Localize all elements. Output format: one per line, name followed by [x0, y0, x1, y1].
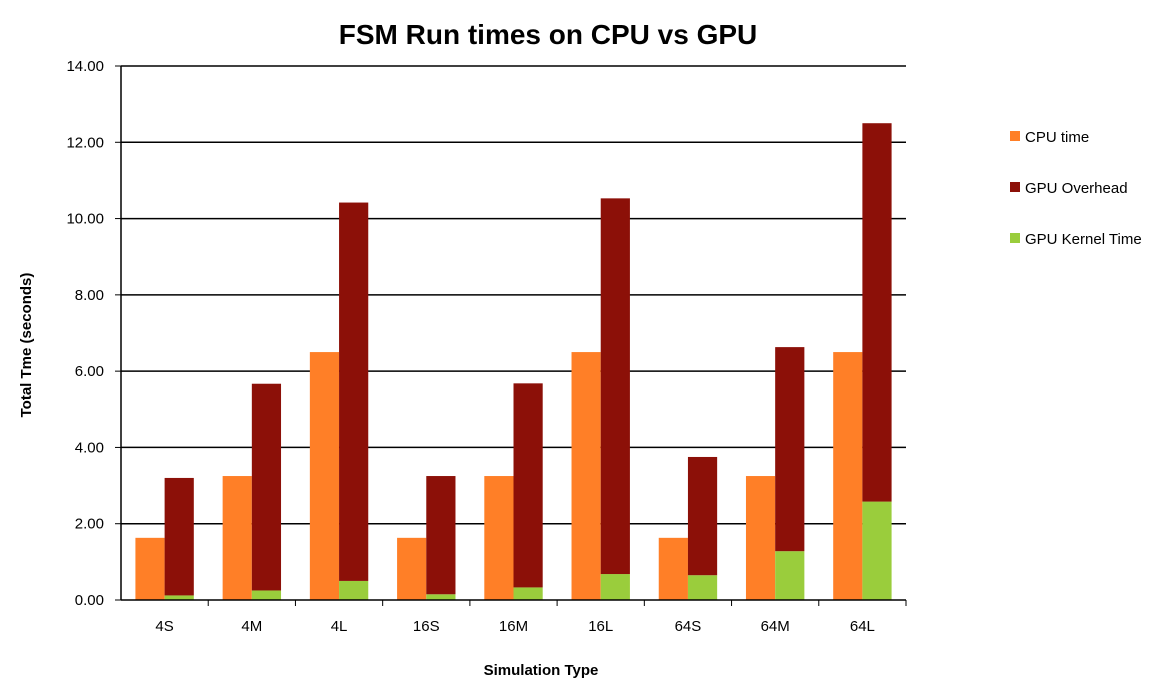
x-tick-label: 16M	[499, 618, 528, 635]
y-tick-label: 8.00	[75, 287, 104, 304]
x-tick-label: 64L	[850, 618, 875, 635]
x-axis-ticks: 4S 4M 4L 16S 16M 16L 64S 64M 64L	[155, 600, 907, 635]
x-tick-label: 16S	[413, 618, 440, 635]
y-axis-ticks: 0.00 2.00 4.00 6.00 8.00 10.00 12.00 14.00	[66, 58, 121, 609]
legend-swatch	[1010, 131, 1020, 141]
bar-gpu-overhead	[600, 198, 630, 575]
bar-gpu-overhead	[164, 477, 194, 596]
bar-cpu-time	[658, 537, 688, 600]
x-tick-label: 4L	[331, 618, 348, 635]
bar-cpu-time	[135, 537, 165, 600]
legend-swatch	[1010, 233, 1020, 243]
y-tick-label: 10.00	[66, 211, 104, 228]
bar-gpu-overhead	[862, 123, 892, 502]
bar-cpu-time	[833, 352, 863, 600]
x-tick-label: 4S	[155, 618, 173, 635]
bar-cpu-time	[745, 476, 776, 600]
y-tick-label: 6.00	[75, 363, 104, 380]
bar-cpu-time	[309, 352, 340, 600]
legend: CPU time GPU Overhead GPU Kernel Time	[1010, 129, 1142, 248]
bar-gpu-kernel-time	[426, 594, 456, 600]
bar-cpu-time	[571, 352, 601, 600]
x-tick-label: 4M	[241, 618, 262, 635]
bar-gpu-kernel-time	[775, 551, 805, 600]
bar-cpu-time	[484, 476, 514, 600]
bar-gpu-kernel-time	[164, 595, 194, 600]
x-tick-label: 64M	[761, 618, 790, 635]
x-axis-label: Simulation Type	[484, 662, 599, 679]
bar-gpu-overhead	[513, 383, 543, 588]
bar-gpu-kernel-time	[513, 587, 543, 600]
bars	[135, 123, 892, 600]
bar-gpu-overhead	[687, 456, 718, 576]
bar-gpu-overhead	[426, 476, 456, 595]
legend-swatch	[1010, 182, 1020, 192]
x-tick-label: 64S	[675, 618, 702, 635]
y-tick-label: 12.00	[66, 134, 104, 151]
y-axis-label: Total Tme (seconds)	[18, 273, 35, 418]
legend-label: GPU Kernel Time	[1025, 231, 1142, 248]
bar-gpu-kernel-time	[862, 501, 892, 600]
y-tick-label: 2.00	[75, 516, 104, 533]
bar-gpu-overhead	[251, 383, 282, 591]
legend-label: CPU time	[1025, 129, 1089, 146]
bar-gpu-kernel-time	[339, 580, 369, 600]
bar-cpu-time	[222, 476, 252, 600]
axes	[120, 66, 906, 601]
bar-gpu-kernel-time	[600, 574, 630, 600]
y-tick-label: 14.00	[66, 58, 104, 75]
x-tick-label: 16L	[588, 618, 613, 635]
bar-gpu-overhead	[775, 347, 805, 552]
y-tick-label: 4.00	[75, 439, 104, 456]
bar-cpu-time	[397, 537, 427, 600]
bar-gpu-overhead	[339, 202, 369, 581]
chart-title: FSM Run times on CPU vs GPU	[339, 19, 758, 50]
y-tick-label: 0.00	[75, 592, 104, 609]
legend-label: GPU Overhead	[1025, 180, 1128, 197]
bar-gpu-kernel-time	[687, 575, 718, 600]
bar-gpu-kernel-time	[251, 590, 282, 600]
